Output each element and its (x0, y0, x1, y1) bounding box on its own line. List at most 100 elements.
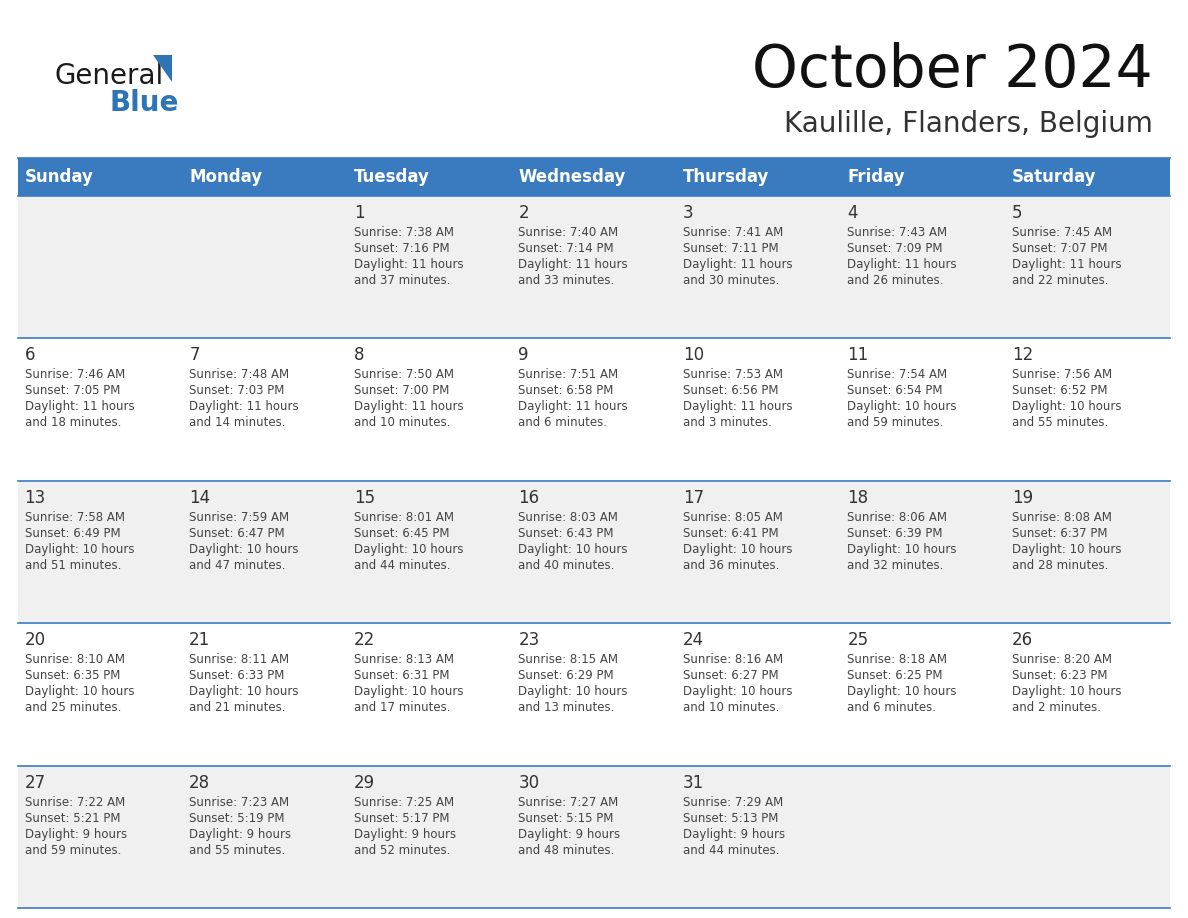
Text: Daylight: 11 hours: Daylight: 11 hours (354, 258, 463, 271)
Text: Sunrise: 8:10 AM: Sunrise: 8:10 AM (25, 654, 125, 666)
Text: Daylight: 9 hours: Daylight: 9 hours (354, 828, 456, 841)
Text: Daylight: 10 hours: Daylight: 10 hours (683, 685, 792, 699)
Text: 5: 5 (1012, 204, 1023, 222)
Text: Wednesday: Wednesday (518, 168, 626, 186)
Text: and 59 minutes.: and 59 minutes. (25, 844, 121, 856)
Text: Sunrise: 7:40 AM: Sunrise: 7:40 AM (518, 226, 619, 239)
Text: Sunset: 6:54 PM: Sunset: 6:54 PM (847, 385, 943, 397)
Text: Sunset: 6:58 PM: Sunset: 6:58 PM (518, 385, 614, 397)
Text: 1: 1 (354, 204, 365, 222)
Text: and 33 minutes.: and 33 minutes. (518, 274, 614, 287)
Text: Sunday: Sunday (25, 168, 94, 186)
Text: 12: 12 (1012, 346, 1034, 364)
Text: 28: 28 (189, 774, 210, 791)
Text: 3: 3 (683, 204, 694, 222)
Text: Sunrise: 8:18 AM: Sunrise: 8:18 AM (847, 654, 948, 666)
Text: Kaulille, Flanders, Belgium: Kaulille, Flanders, Belgium (784, 110, 1154, 138)
Text: 2: 2 (518, 204, 529, 222)
Text: 16: 16 (518, 488, 539, 507)
FancyBboxPatch shape (18, 623, 1170, 766)
Text: Daylight: 10 hours: Daylight: 10 hours (189, 685, 298, 699)
Text: and 6 minutes.: and 6 minutes. (847, 701, 936, 714)
Text: Sunset: 7:11 PM: Sunset: 7:11 PM (683, 242, 778, 255)
Text: Sunset: 7:05 PM: Sunset: 7:05 PM (25, 385, 120, 397)
Text: Daylight: 11 hours: Daylight: 11 hours (354, 400, 463, 413)
Text: 11: 11 (847, 346, 868, 364)
Text: and 48 minutes.: and 48 minutes. (518, 844, 614, 856)
Text: General: General (55, 62, 164, 90)
Text: Sunset: 6:25 PM: Sunset: 6:25 PM (847, 669, 943, 682)
Text: Monday: Monday (189, 168, 263, 186)
Text: and 47 minutes.: and 47 minutes. (189, 559, 285, 572)
Text: and 40 minutes.: and 40 minutes. (518, 559, 614, 572)
Text: Sunset: 6:41 PM: Sunset: 6:41 PM (683, 527, 778, 540)
Text: Daylight: 10 hours: Daylight: 10 hours (847, 543, 958, 555)
Text: Sunrise: 8:08 AM: Sunrise: 8:08 AM (1012, 510, 1112, 524)
Text: Sunrise: 7:41 AM: Sunrise: 7:41 AM (683, 226, 783, 239)
Text: 21: 21 (189, 632, 210, 649)
Text: Sunset: 6:45 PM: Sunset: 6:45 PM (354, 527, 449, 540)
Text: Sunrise: 7:54 AM: Sunrise: 7:54 AM (847, 368, 948, 381)
Text: 4: 4 (847, 204, 858, 222)
Text: 19: 19 (1012, 488, 1034, 507)
Text: Sunset: 6:29 PM: Sunset: 6:29 PM (518, 669, 614, 682)
FancyBboxPatch shape (18, 481, 1170, 623)
Text: 10: 10 (683, 346, 704, 364)
Text: Daylight: 10 hours: Daylight: 10 hours (354, 543, 463, 555)
Text: Daylight: 9 hours: Daylight: 9 hours (683, 828, 785, 841)
Text: and 37 minutes.: and 37 minutes. (354, 274, 450, 287)
Text: Sunset: 6:35 PM: Sunset: 6:35 PM (25, 669, 120, 682)
Text: Sunrise: 7:48 AM: Sunrise: 7:48 AM (189, 368, 290, 381)
Text: Sunset: 7:16 PM: Sunset: 7:16 PM (354, 242, 449, 255)
Text: Sunrise: 7:59 AM: Sunrise: 7:59 AM (189, 510, 290, 524)
Text: 14: 14 (189, 488, 210, 507)
Text: Daylight: 11 hours: Daylight: 11 hours (189, 400, 298, 413)
Text: Sunrise: 8:01 AM: Sunrise: 8:01 AM (354, 510, 454, 524)
Text: Daylight: 10 hours: Daylight: 10 hours (518, 685, 627, 699)
Text: 27: 27 (25, 774, 45, 791)
Text: Sunrise: 7:25 AM: Sunrise: 7:25 AM (354, 796, 454, 809)
Text: 26: 26 (1012, 632, 1034, 649)
Text: Sunrise: 7:51 AM: Sunrise: 7:51 AM (518, 368, 619, 381)
Text: 29: 29 (354, 774, 375, 791)
Text: Saturday: Saturday (1012, 168, 1097, 186)
Text: Daylight: 10 hours: Daylight: 10 hours (518, 543, 627, 555)
Text: Sunset: 6:49 PM: Sunset: 6:49 PM (25, 527, 120, 540)
Text: Sunset: 6:39 PM: Sunset: 6:39 PM (847, 527, 943, 540)
Text: Daylight: 9 hours: Daylight: 9 hours (518, 828, 620, 841)
Text: Daylight: 11 hours: Daylight: 11 hours (518, 258, 628, 271)
Text: and 10 minutes.: and 10 minutes. (683, 701, 779, 714)
Text: Daylight: 10 hours: Daylight: 10 hours (683, 543, 792, 555)
Text: Sunrise: 7:23 AM: Sunrise: 7:23 AM (189, 796, 290, 809)
Text: Daylight: 10 hours: Daylight: 10 hours (189, 543, 298, 555)
Text: Sunset: 6:33 PM: Sunset: 6:33 PM (189, 669, 285, 682)
Polygon shape (153, 55, 172, 82)
Text: 24: 24 (683, 632, 704, 649)
Text: Daylight: 11 hours: Daylight: 11 hours (683, 258, 792, 271)
Text: Sunset: 6:56 PM: Sunset: 6:56 PM (683, 385, 778, 397)
Text: 23: 23 (518, 632, 539, 649)
Text: and 52 minutes.: and 52 minutes. (354, 844, 450, 856)
Text: Sunrise: 8:16 AM: Sunrise: 8:16 AM (683, 654, 783, 666)
Text: and 6 minutes.: and 6 minutes. (518, 417, 607, 430)
Text: 15: 15 (354, 488, 375, 507)
Text: Sunrise: 7:45 AM: Sunrise: 7:45 AM (1012, 226, 1112, 239)
Text: and 13 minutes.: and 13 minutes. (518, 701, 614, 714)
Text: and 32 minutes.: and 32 minutes. (847, 559, 943, 572)
Text: Sunrise: 7:50 AM: Sunrise: 7:50 AM (354, 368, 454, 381)
Text: and 25 minutes.: and 25 minutes. (25, 701, 121, 714)
Text: Tuesday: Tuesday (354, 168, 430, 186)
Text: Sunset: 5:17 PM: Sunset: 5:17 PM (354, 812, 449, 824)
Text: Sunset: 6:23 PM: Sunset: 6:23 PM (1012, 669, 1107, 682)
Text: 6: 6 (25, 346, 36, 364)
Text: 30: 30 (518, 774, 539, 791)
Text: 13: 13 (25, 488, 46, 507)
Text: Daylight: 11 hours: Daylight: 11 hours (683, 400, 792, 413)
Text: Sunrise: 8:05 AM: Sunrise: 8:05 AM (683, 510, 783, 524)
Text: and 21 minutes.: and 21 minutes. (189, 701, 285, 714)
Text: and 26 minutes.: and 26 minutes. (847, 274, 944, 287)
Text: Daylight: 10 hours: Daylight: 10 hours (25, 685, 134, 699)
Text: Sunrise: 7:53 AM: Sunrise: 7:53 AM (683, 368, 783, 381)
FancyBboxPatch shape (18, 339, 1170, 481)
Text: Daylight: 10 hours: Daylight: 10 hours (1012, 543, 1121, 555)
